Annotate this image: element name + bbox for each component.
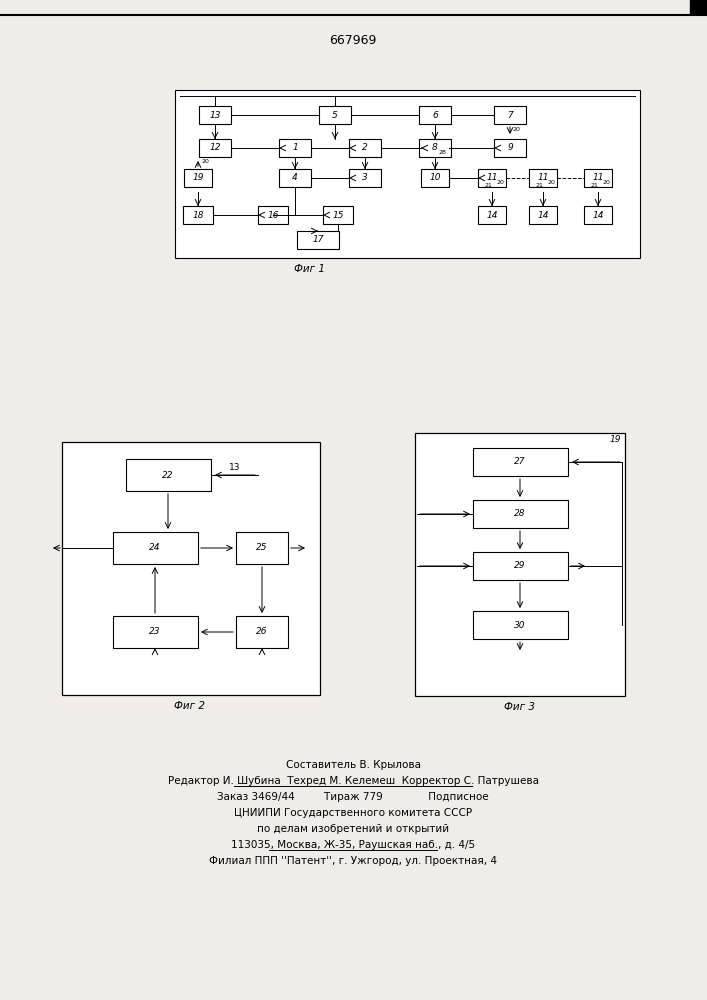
FancyBboxPatch shape [323, 206, 353, 224]
FancyBboxPatch shape [349, 139, 381, 157]
FancyBboxPatch shape [419, 106, 451, 124]
Text: Фиг 1: Фиг 1 [295, 264, 325, 274]
Text: 25: 25 [256, 544, 268, 552]
Text: 16: 16 [267, 211, 279, 220]
FancyBboxPatch shape [494, 139, 526, 157]
Text: 13: 13 [209, 110, 221, 119]
Text: 20: 20 [512, 127, 520, 132]
FancyBboxPatch shape [175, 90, 640, 258]
Text: 14: 14 [486, 211, 498, 220]
FancyBboxPatch shape [279, 139, 311, 157]
Text: 26: 26 [256, 628, 268, 637]
Text: 10: 10 [429, 174, 440, 182]
FancyBboxPatch shape [494, 106, 526, 124]
Text: 6: 6 [432, 110, 438, 119]
FancyBboxPatch shape [319, 106, 351, 124]
Text: ЦНИИПИ Государственного комитета СССР: ЦНИИПИ Государственного комитета СССР [234, 808, 472, 818]
Text: 1: 1 [292, 143, 298, 152]
Text: 21: 21 [484, 183, 492, 188]
Text: 18: 18 [192, 211, 204, 220]
FancyBboxPatch shape [279, 169, 311, 187]
Text: по делам изобретений и открытий: по делам изобретений и открытий [257, 824, 449, 834]
Text: 20: 20 [201, 159, 209, 164]
FancyBboxPatch shape [349, 169, 381, 187]
Text: Редактор И. Шубина  Техред М. Келемеш  Корректор С. Патрушева: Редактор И. Шубина Техред М. Келемеш Кор… [168, 776, 539, 786]
Text: 4: 4 [292, 174, 298, 182]
Text: Заказ 3469/44         Тираж 779              Подписное: Заказ 3469/44 Тираж 779 Подписное [217, 792, 489, 802]
Text: 11: 11 [592, 174, 604, 182]
FancyBboxPatch shape [472, 611, 568, 639]
FancyBboxPatch shape [112, 616, 197, 648]
Text: 27: 27 [514, 458, 526, 466]
Text: 5: 5 [332, 110, 338, 119]
Text: 28: 28 [514, 510, 526, 518]
FancyBboxPatch shape [415, 433, 625, 696]
FancyBboxPatch shape [184, 169, 212, 187]
Text: 21: 21 [590, 183, 598, 188]
Text: 22: 22 [162, 471, 174, 480]
FancyBboxPatch shape [126, 459, 211, 491]
Text: Составитель В. Крылова: Составитель В. Крылова [286, 760, 421, 770]
FancyBboxPatch shape [529, 169, 557, 187]
FancyBboxPatch shape [297, 231, 339, 249]
FancyBboxPatch shape [236, 532, 288, 564]
FancyBboxPatch shape [584, 206, 612, 224]
FancyBboxPatch shape [472, 448, 568, 476]
FancyBboxPatch shape [236, 616, 288, 648]
Text: 19: 19 [192, 174, 204, 182]
Text: 13: 13 [229, 463, 241, 472]
FancyBboxPatch shape [472, 500, 568, 528]
Text: 3: 3 [362, 174, 368, 182]
Text: 11: 11 [537, 174, 549, 182]
FancyBboxPatch shape [199, 106, 231, 124]
Text: 12: 12 [209, 143, 221, 152]
Text: 28: 28 [438, 150, 446, 155]
FancyBboxPatch shape [690, 0, 707, 13]
FancyBboxPatch shape [62, 442, 320, 695]
Text: 667969: 667969 [329, 33, 377, 46]
Text: 24: 24 [149, 544, 160, 552]
Text: 29: 29 [514, 562, 526, 570]
Text: 11: 11 [486, 174, 498, 182]
FancyBboxPatch shape [419, 139, 451, 157]
FancyBboxPatch shape [478, 206, 506, 224]
Text: 9: 9 [507, 143, 513, 152]
Text: 23: 23 [149, 628, 160, 637]
Text: 2: 2 [362, 143, 368, 152]
FancyBboxPatch shape [584, 169, 612, 187]
FancyBboxPatch shape [183, 206, 213, 224]
FancyBboxPatch shape [529, 206, 557, 224]
FancyBboxPatch shape [421, 169, 449, 187]
Text: Фиг 2: Фиг 2 [175, 701, 206, 711]
Text: 7: 7 [507, 110, 513, 119]
Text: 20: 20 [496, 180, 504, 185]
Text: 30: 30 [514, 620, 526, 630]
Text: 14: 14 [537, 211, 549, 220]
FancyBboxPatch shape [112, 532, 197, 564]
Text: 19: 19 [609, 435, 621, 444]
Text: 8: 8 [432, 143, 438, 152]
Text: 20: 20 [602, 180, 610, 185]
FancyBboxPatch shape [478, 169, 506, 187]
FancyBboxPatch shape [258, 206, 288, 224]
FancyBboxPatch shape [472, 552, 568, 580]
Text: 15: 15 [332, 211, 344, 220]
Text: Филиал ППП ''Патент'', г. Ужгород, ул. Проектная, 4: Филиал ППП ''Патент'', г. Ужгород, ул. П… [209, 856, 497, 866]
Text: 14: 14 [592, 211, 604, 220]
Text: 113035, Москва, Ж-35, Раушская наб., д. 4/5: 113035, Москва, Ж-35, Раушская наб., д. … [231, 840, 475, 850]
Text: 21: 21 [535, 183, 543, 188]
Text: Фиг 3: Фиг 3 [505, 702, 535, 712]
Text: 20: 20 [547, 180, 555, 185]
FancyBboxPatch shape [199, 139, 231, 157]
Text: 17: 17 [312, 235, 324, 244]
